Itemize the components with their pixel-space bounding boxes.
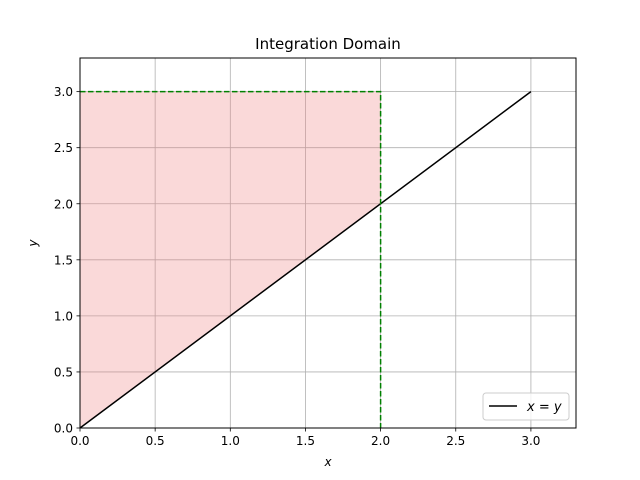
x-tick-label: 0.0 [70, 434, 89, 448]
x-tick-label: 2.0 [371, 434, 390, 448]
series-line-x-equals-y [79, 91, 532, 429]
x-axis-label: x [323, 455, 332, 469]
chart-title: Integration Domain [255, 35, 401, 53]
y-tick-label: 2.5 [54, 141, 73, 155]
legend-box [482, 392, 570, 421]
plot-frame [79, 57, 577, 429]
x-tick-label: 3.0 [521, 434, 540, 448]
y-axis-label: y [26, 239, 40, 248]
y-tick-label: 3.0 [54, 85, 73, 99]
ticks: 0.0 0.5 1.0 1.5 2.0 2.5 3.0 0.0 0.5 1.0 1.5 2.0 2.5 3… [54, 85, 541, 448]
y-tick-label: 1.5 [54, 253, 73, 267]
y-tick-label: 0.5 [54, 365, 73, 379]
dashed-boundary-line [80, 90, 382, 428]
legend-label: x = y [526, 400, 562, 415]
x-tick-label: 0.5 [146, 434, 165, 448]
legend: x = y [482, 392, 570, 421]
y-tick-label: 0.0 [54, 422, 73, 436]
x-tick-label: 1.5 [296, 434, 315, 448]
y-tick-label: 1.0 [54, 309, 73, 323]
y-tick-label: 2.0 [54, 197, 73, 211]
x-tick-label: 1.0 [221, 434, 240, 448]
shaded-region [80, 91, 381, 429]
x-tick-label: 2.5 [446, 434, 465, 448]
